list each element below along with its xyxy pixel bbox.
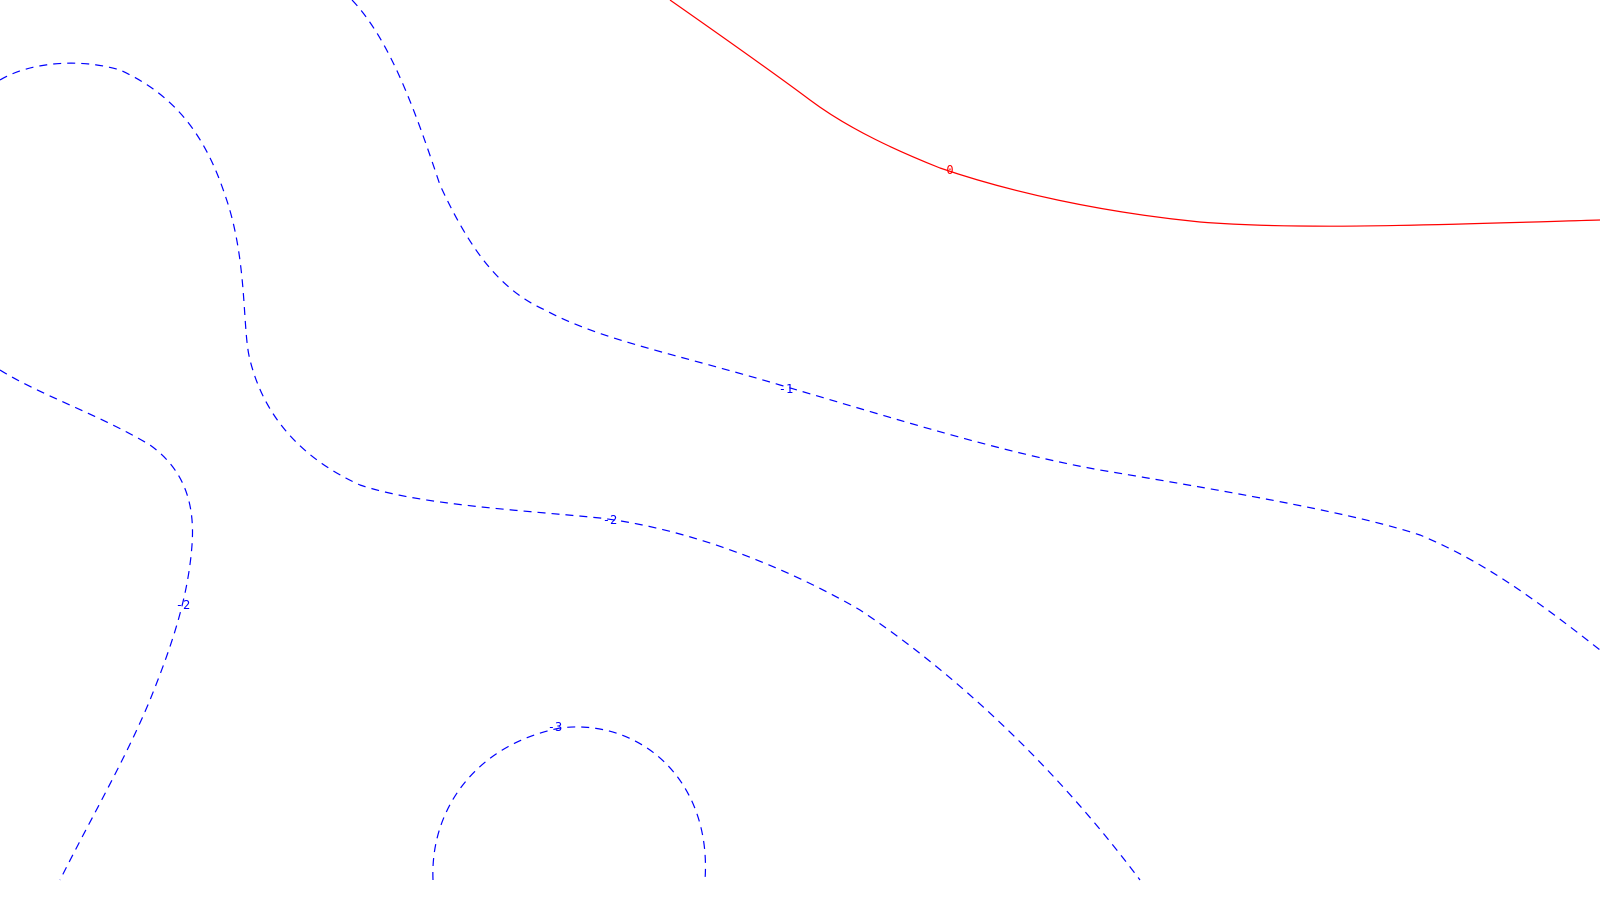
contour-line-minus2-left [0, 369, 194, 881]
contour-line-minus3 [432, 726, 707, 881]
contour-label-minus2-left: -2 [176, 598, 190, 612]
contour-label-minus1: -1 [779, 382, 793, 396]
contour-label-minus2-main: -2 [603, 513, 617, 527]
contour-label-minus3: -3 [548, 720, 562, 734]
contour-line-minus1 [351, 0, 1600, 651]
contour-label-0: 0 [946, 163, 953, 177]
contour-line-0 [669, 0, 1600, 227]
contour-line-minus2-main [0, 62, 1141, 881]
